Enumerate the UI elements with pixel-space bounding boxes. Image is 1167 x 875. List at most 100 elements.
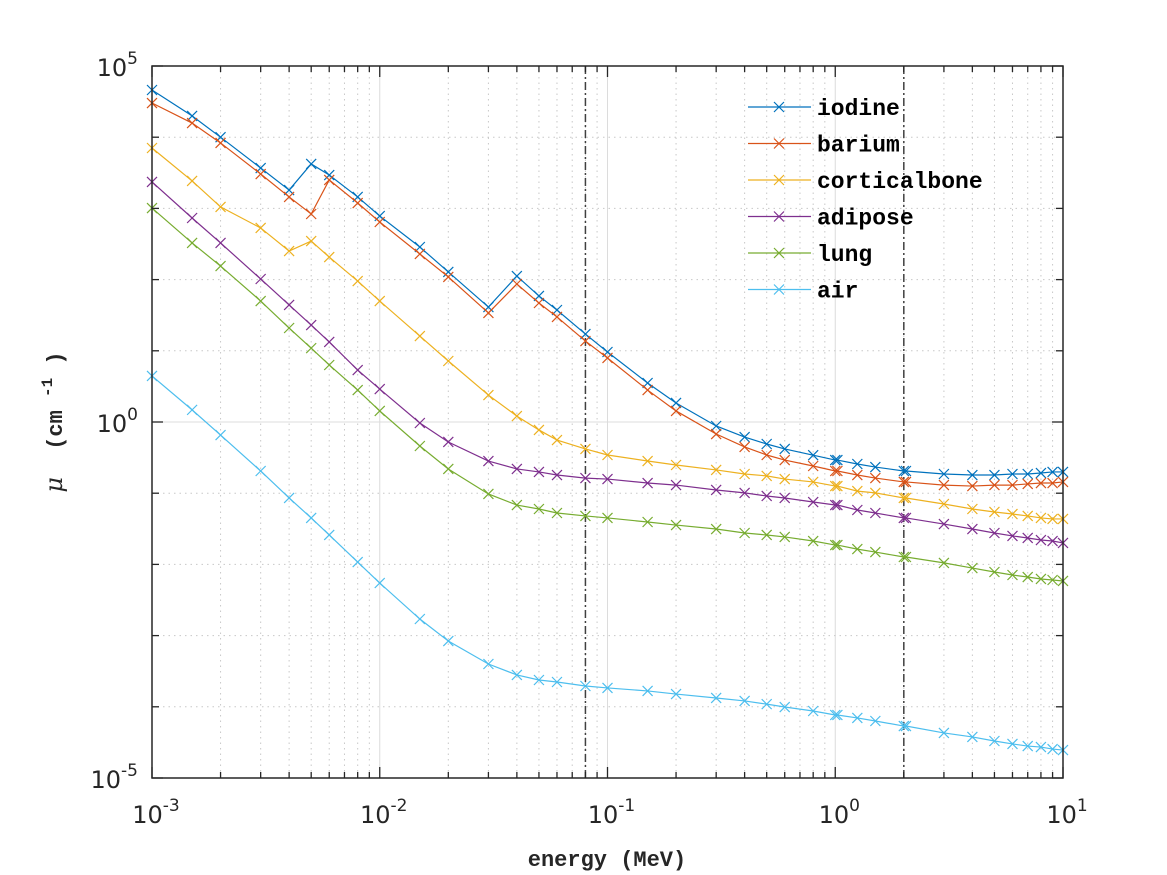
data-point-air — [670, 688, 682, 700]
data-point-adipose — [807, 496, 819, 508]
data-point-corticalbone — [938, 498, 950, 510]
data-point-adipose — [1022, 532, 1034, 544]
grid — [152, 66, 1063, 778]
data-point-air — [1047, 743, 1059, 755]
legend-label: barium — [817, 133, 900, 159]
data-point-corticalbone — [829, 480, 841, 492]
data-point-corticalbone — [283, 245, 295, 257]
data-point-barium — [831, 465, 843, 477]
data-point-air — [869, 715, 881, 727]
data-point-air — [511, 669, 523, 681]
series-corticalbone — [146, 142, 1069, 525]
data-point-iodine — [831, 454, 843, 466]
data-point-barium — [374, 216, 386, 228]
data-point-adipose — [869, 507, 881, 519]
data-point-barium — [215, 137, 226, 149]
series-air — [146, 370, 1069, 756]
legend-item-air: air — [748, 279, 858, 305]
data-point-iodine — [989, 469, 1000, 481]
data-point-corticalbone — [551, 434, 563, 446]
data-point-barium — [602, 352, 613, 364]
data-point-lung — [323, 359, 335, 371]
data-point-lung — [215, 260, 226, 272]
data-point-iodine — [1007, 468, 1018, 480]
data-point-air — [938, 727, 950, 739]
data-point-barium — [533, 297, 545, 309]
data-point-lung — [442, 463, 454, 475]
data-point-adipose — [898, 512, 910, 524]
data-point-iodine — [829, 454, 841, 466]
data-point-lung — [1022, 571, 1034, 583]
data-point-lung — [851, 543, 863, 555]
data-point-corticalbone — [374, 295, 386, 307]
data-point-corticalbone — [511, 410, 523, 422]
data-point-iodine — [670, 397, 682, 409]
data-point-lung — [761, 529, 773, 541]
data-point-adipose — [186, 212, 198, 224]
data-point-air — [966, 731, 978, 743]
data-point-lung — [989, 566, 1000, 578]
data-point-corticalbone — [602, 449, 613, 461]
data-point-corticalbone — [900, 492, 912, 504]
y-axis-units-close: ) — [44, 351, 69, 364]
data-point-lung — [831, 539, 843, 551]
data-point-iodine — [305, 158, 317, 170]
data-point-corticalbone — [186, 175, 198, 187]
data-point-corticalbone — [761, 470, 773, 482]
data-point-barium — [900, 476, 912, 488]
data-point-corticalbone — [533, 424, 545, 436]
legend-label: air — [817, 279, 858, 305]
data-point-barium — [551, 311, 563, 323]
data-point-barium — [779, 454, 791, 466]
data-point-corticalbone — [779, 473, 791, 485]
data-point-adipose — [482, 455, 494, 467]
data-point-adipose — [710, 484, 722, 496]
data-point-corticalbone — [642, 455, 654, 467]
data-point-air — [215, 429, 226, 441]
data-point-air — [482, 658, 494, 670]
data-point-corticalbone — [1035, 512, 1047, 524]
data-point-lung — [779, 531, 791, 543]
legend-marker — [773, 284, 785, 295]
data-point-barium — [305, 208, 317, 220]
legend-label: iodine — [817, 96, 900, 122]
data-point-barium — [989, 479, 1000, 491]
data-point-corticalbone — [352, 275, 364, 287]
data-point-lung — [551, 507, 563, 519]
data-point-air — [442, 635, 454, 647]
data-point-lung — [533, 503, 545, 515]
data-point-iodine — [938, 468, 950, 480]
data-point-adipose — [1035, 534, 1047, 546]
data-point-iodine — [779, 443, 791, 455]
data-point-lung — [670, 519, 682, 531]
data-point-air — [602, 682, 613, 694]
data-point-air — [352, 556, 364, 568]
data-point-air — [1007, 738, 1018, 750]
y-tick-label: 105 — [97, 49, 138, 82]
data-point-iodine — [900, 465, 912, 477]
legend-marker — [773, 211, 785, 222]
series-line-barium — [151, 102, 1064, 487]
series-iodine — [146, 84, 1069, 481]
data-point-barium — [1035, 477, 1047, 489]
reference-lines — [584, 66, 905, 778]
x-tick-label: 10-2 — [360, 796, 408, 829]
data-point-corticalbone — [305, 235, 317, 247]
data-point-iodine — [761, 438, 773, 450]
data-point-corticalbone — [966, 503, 978, 515]
data-point-adipose — [779, 492, 791, 504]
data-point-corticalbone — [482, 389, 494, 401]
data-point-corticalbone — [323, 251, 335, 263]
data-point-air — [374, 577, 386, 589]
legend-label: adipose — [817, 206, 914, 232]
data-point-lung — [283, 322, 295, 334]
data-point-lung — [938, 557, 950, 569]
data-point-iodine — [710, 420, 722, 432]
data-point-corticalbone — [1022, 510, 1034, 522]
data-point-adipose — [829, 499, 841, 511]
y-tick-labels: 10-5 100 105 — [91, 49, 139, 794]
data-point-lung — [829, 539, 841, 551]
axes — [151, 65, 1064, 779]
data-point-air — [761, 698, 773, 710]
data-point-lung — [580, 510, 591, 522]
